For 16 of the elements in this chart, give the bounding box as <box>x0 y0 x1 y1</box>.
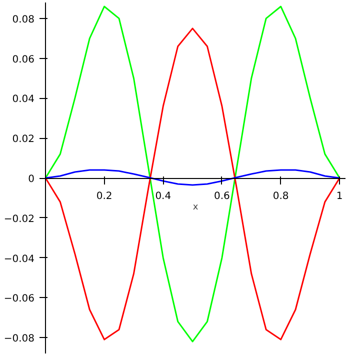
y-tick-label: −0.02 <box>4 214 35 225</box>
y-tick-label: −0.08 <box>4 334 35 345</box>
y-tick-label: −0.06 <box>4 294 35 305</box>
y-tick-label: 0.06 <box>12 54 34 66</box>
x-tick-label: 0.6 <box>214 191 230 202</box>
y-tick-label: 0.02 <box>12 134 34 146</box>
y-tick-label: 0 <box>28 174 35 185</box>
line-series <box>46 169 340 186</box>
y-tick-label: −0.04 <box>4 254 35 265</box>
x-tick-label: 1 <box>336 191 343 202</box>
x-tick-label: 0.2 <box>96 191 112 202</box>
x-axis-title: x <box>192 202 199 212</box>
x-tick-label: 0.8 <box>272 191 289 202</box>
y-tick-label: 0.04 <box>12 94 34 106</box>
x-tick-label: 0.4 <box>155 191 172 202</box>
y-tick-label: 0.08 <box>12 14 34 26</box>
